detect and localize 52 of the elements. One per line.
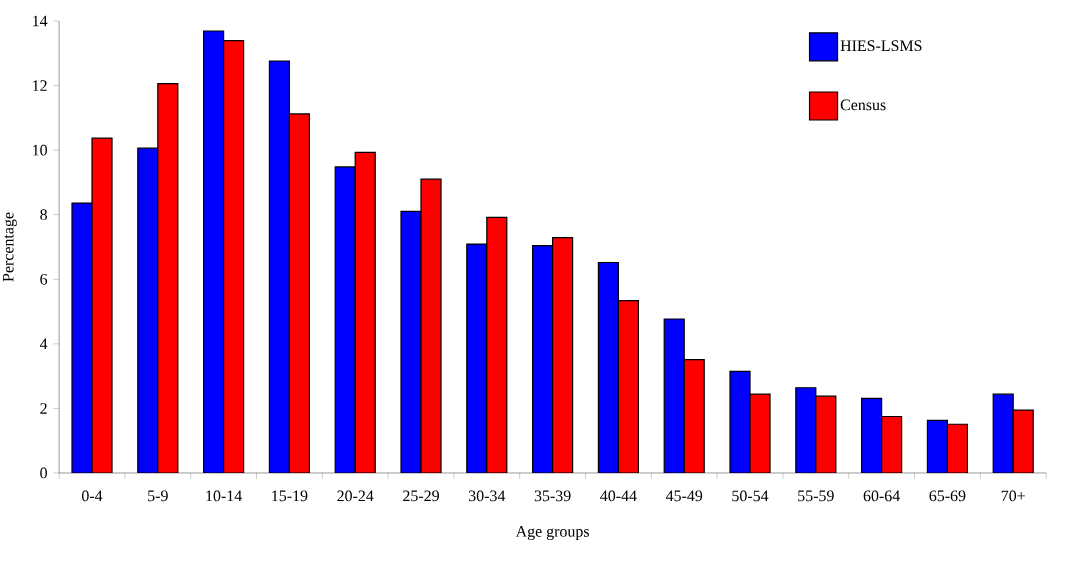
x-tick-label: 15-19 [272,490,308,502]
x-tick-label: 65-69 [929,490,966,502]
bar [288,113,311,473]
bar [157,83,179,473]
bar [334,166,356,473]
x-tick-label: 0-4 [81,490,103,502]
y-tick-label: 10 [33,144,47,156]
x-tick-label: 35-39 [534,490,571,502]
legend-label: Census [840,99,886,111]
bar [137,147,159,473]
bar [663,318,685,473]
y-tick-label: 14 [33,15,48,27]
bar [926,419,949,473]
bar [268,60,291,473]
x-tick-label: 55-59 [798,490,834,502]
bar [466,243,488,473]
bar [91,137,113,473]
legend-label: HIES-LSMS [840,40,922,52]
bar [223,40,245,473]
bar [486,216,508,473]
y-tick-label: 2 [40,403,47,414]
x-axis-title: Age groups [515,526,589,541]
y-axis-title: Percentage [2,212,17,282]
x-tick-label: 5-9 [148,490,168,502]
y-tick-label: 8 [40,209,47,221]
y-tick-label: 0 [40,467,47,479]
bar [354,151,376,473]
bar [552,237,574,473]
y-tick-label: 12 [33,80,47,91]
x-tick-label: 50-54 [732,490,769,502]
bar [795,387,817,473]
bar [597,261,620,473]
x-tick-label: 10-14 [206,490,242,502]
y-tick-label: 6 [40,273,48,285]
bar [881,415,903,473]
x-tick-label: 45-49 [665,490,703,502]
bar [683,359,705,473]
bar [532,245,554,473]
x-tick-label: 25-29 [403,490,439,502]
bar [946,423,969,473]
x-tick-label: 70+ [1001,490,1025,502]
x-tick-label: 20-24 [337,490,374,502]
x-tick-label: 60-64 [863,490,900,502]
bar [815,395,837,473]
bar [617,299,640,473]
x-tick-label: 40-44 [600,490,637,502]
bar [203,30,225,473]
x-tick-label: 30-34 [468,490,506,502]
bar [992,393,1014,473]
bar [1012,409,1034,473]
bar [861,397,883,473]
y-tick-label: 4 [39,338,48,350]
